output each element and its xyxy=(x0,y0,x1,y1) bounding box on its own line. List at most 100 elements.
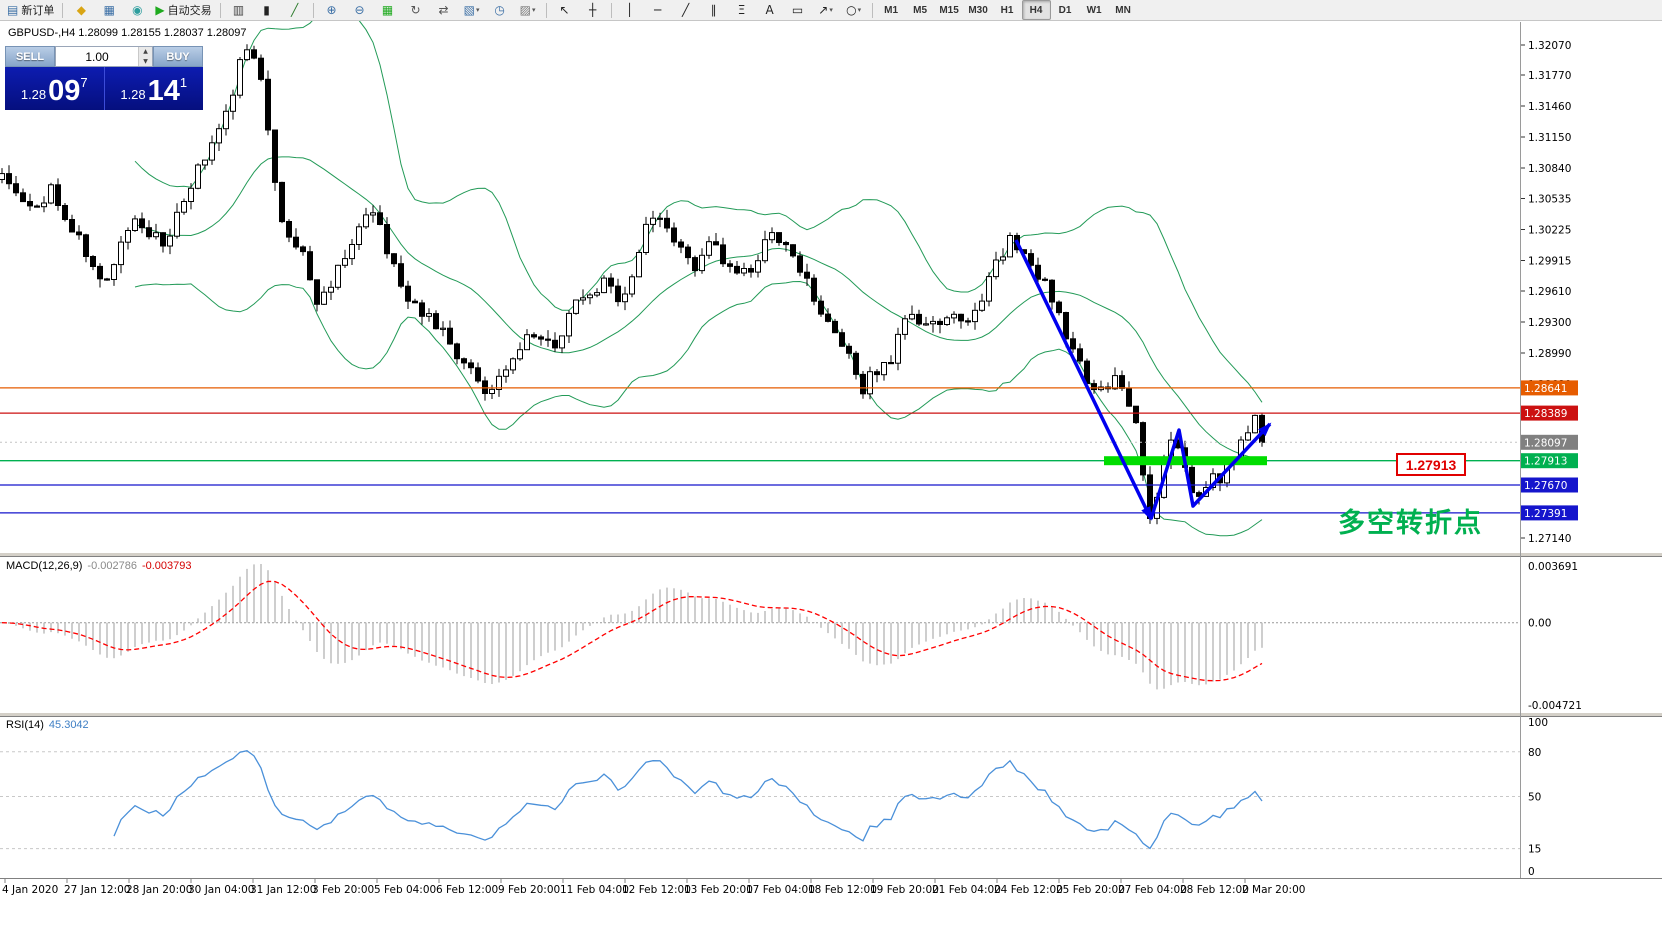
price-scale-label: 1.28389 xyxy=(1521,405,1578,421)
arrows-button[interactable]: ↗ ▾ xyxy=(812,0,840,20)
arrows-icon: ↗ xyxy=(818,3,829,17)
svg-text:13 Feb 20:00: 13 Feb 20:00 xyxy=(684,884,753,896)
dropdown-caret-icon: ▾ xyxy=(829,6,833,14)
horizontal-lines[interactable] xyxy=(0,387,1520,514)
bar-chart-button[interactable]: ▥ xyxy=(225,0,253,20)
timeframe-m5-button[interactable]: M5 xyxy=(913,4,928,16)
support-price-tag[interactable]: 1.27913 xyxy=(1396,453,1466,476)
equidistant-channel-button[interactable]: ∥ xyxy=(700,0,728,20)
toolbar-separator xyxy=(219,2,221,18)
toolbar-separator xyxy=(312,2,314,18)
svg-text:11 Feb 04:00: 11 Feb 04:00 xyxy=(560,884,629,896)
auto-scroll-button[interactable]: ↻ xyxy=(402,0,430,20)
macd-indicator-label: MACD(12,26,9) -0.002786 -0.003793 xyxy=(6,560,192,572)
svg-text:2 Mar 20:00: 2 Mar 20:00 xyxy=(1242,884,1305,896)
timeframe-mn-button[interactable]: MN xyxy=(1115,4,1131,16)
line-chart-button[interactable]: ╱ xyxy=(281,0,309,20)
dropdown-caret-icon: ▾ xyxy=(531,6,536,14)
timeframe-h4-button[interactable]: H4 xyxy=(1021,0,1051,20)
new-order-button[interactable]: ▤ 新订单 xyxy=(3,0,58,20)
rsi-name: RSI(14) xyxy=(6,719,44,731)
cursor-button[interactable]: ↖ xyxy=(551,0,579,20)
macd-value-signal: -0.003793 xyxy=(141,560,192,572)
toolbar-separator xyxy=(871,2,873,18)
price-axis[interactable]: 1.32070 1.31770 1.31460 1.31150 1.30840 1.305… xyxy=(1520,22,1582,878)
auto-scroll-icon: ↻ xyxy=(410,3,421,17)
panel-separator[interactable] xyxy=(0,712,1662,717)
templates-button[interactable]: ▨ ▾ xyxy=(514,0,542,20)
sell-price-sup: 7 xyxy=(80,75,88,90)
text-label-button[interactable]: ▭ xyxy=(784,0,812,20)
svg-text:0.00: 0.00 xyxy=(1528,618,1551,630)
macd-panel xyxy=(0,564,1520,690)
chart-shift-icon: ⇄ xyxy=(438,3,449,17)
svg-text:1.28097: 1.28097 xyxy=(1524,437,1567,449)
timeframe-d1-button[interactable]: D1 xyxy=(1058,4,1072,16)
buy-button[interactable]: BUY xyxy=(153,46,203,67)
fibonacci-button[interactable]: Ξ xyxy=(728,0,756,20)
toolbar-separator xyxy=(62,2,64,18)
market-watch-button[interactable]: ▦ xyxy=(95,0,123,20)
cursor-icon: ↖ xyxy=(559,3,570,17)
svg-text:27 Jan 12:00: 27 Jan 12:00 xyxy=(64,884,130,896)
svg-text:1.27913: 1.27913 xyxy=(1524,456,1567,468)
svg-text:80: 80 xyxy=(1528,747,1541,759)
zoom-out-button[interactable]: ⊖ xyxy=(346,0,374,20)
candlestick-chart-button[interactable]: ▮ xyxy=(253,0,281,20)
svg-text:1.30225: 1.30225 xyxy=(1528,225,1571,237)
timeframe-m15-button[interactable]: M15 xyxy=(939,4,959,16)
metaeditor-button[interactable]: ◆ xyxy=(67,0,95,20)
symbol-ohlc-info: GBPUSD-,H4 1.28099 1.28155 1.28037 1.280… xyxy=(8,27,247,39)
svg-text:50: 50 xyxy=(1528,792,1541,804)
svg-text:1.27670: 1.27670 xyxy=(1524,480,1567,492)
svg-text:19 Feb 20:00: 19 Feb 20:00 xyxy=(870,884,939,896)
profiles-button[interactable]: ◷ xyxy=(486,0,514,20)
buy-price-small: 1.28 xyxy=(120,87,146,102)
sell-price[interactable]: 1.28 09 7 xyxy=(5,67,105,110)
turning-point-annotation[interactable]: 多空转折点 xyxy=(1338,508,1483,538)
price-scale-label: 1.28097 xyxy=(1521,434,1578,450)
vertical-line-button[interactable]: │ xyxy=(616,0,644,20)
svg-text:28 Feb 12:00: 28 Feb 12:00 xyxy=(1180,884,1249,896)
volume-up-button[interactable]: ▲ xyxy=(139,47,152,57)
profiles-icon: ◷ xyxy=(494,3,505,17)
shapes-icon: ○ xyxy=(846,3,857,17)
tile-windows-button[interactable]: ▦ xyxy=(374,0,402,20)
timeframe-m1-button[interactable]: M1 xyxy=(884,4,899,16)
new-chart-button[interactable]: ▧ ▾ xyxy=(458,0,486,20)
zoom-in-button[interactable]: ⊕ xyxy=(318,0,346,20)
sell-button[interactable]: SELL xyxy=(5,46,55,67)
svg-text:1.29610: 1.29610 xyxy=(1528,286,1571,298)
crosshair-button[interactable]: ┼ xyxy=(579,0,607,20)
channel-icon: ∥ xyxy=(710,3,717,17)
volume-down-button[interactable]: ▼ xyxy=(139,56,152,66)
svg-text:1.32070: 1.32070 xyxy=(1528,40,1571,52)
zoom-in-icon: ⊕ xyxy=(326,3,337,17)
shapes-button[interactable]: ○ ▾ xyxy=(840,0,868,20)
svg-text:1.30535: 1.30535 xyxy=(1528,194,1571,206)
timeframe-h1-button[interactable]: H1 xyxy=(1000,4,1014,16)
svg-text:30 Jan 04:00: 30 Jan 04:00 xyxy=(188,884,254,896)
volume-input[interactable] xyxy=(56,47,138,66)
svg-text:1.31770: 1.31770 xyxy=(1528,70,1571,82)
panel-separator[interactable] xyxy=(0,552,1662,557)
price-scale-label: 1.27913 xyxy=(1521,453,1578,469)
rsi-indicator-label: RSI(14) 45.3042 xyxy=(6,719,89,731)
trend-arrows[interactable] xyxy=(1014,239,1272,521)
svg-text:18 Feb 12:00: 18 Feb 12:00 xyxy=(808,884,877,896)
text-button[interactable]: A xyxy=(756,0,784,20)
macd-name: MACD(12,26,9) xyxy=(6,560,83,572)
buy-price[interactable]: 1.28 14 1 xyxy=(105,67,204,110)
horizontal-line-button[interactable]: ─ xyxy=(644,0,672,20)
navigator-button[interactable]: ◉ xyxy=(123,0,151,20)
trendline-button[interactable]: ╱ xyxy=(672,0,700,20)
bollinger-bands xyxy=(134,6,1263,537)
svg-text:1.28641: 1.28641 xyxy=(1524,383,1567,395)
timeframe-w1-button[interactable]: W1 xyxy=(1086,4,1102,16)
chart-shift-button[interactable]: ⇄ xyxy=(430,0,458,20)
svg-text:1.30840: 1.30840 xyxy=(1528,163,1571,175)
autotrading-button[interactable]: ▶ 自动交易 xyxy=(151,0,215,20)
timeframe-m30-button[interactable]: M30 xyxy=(968,4,988,16)
